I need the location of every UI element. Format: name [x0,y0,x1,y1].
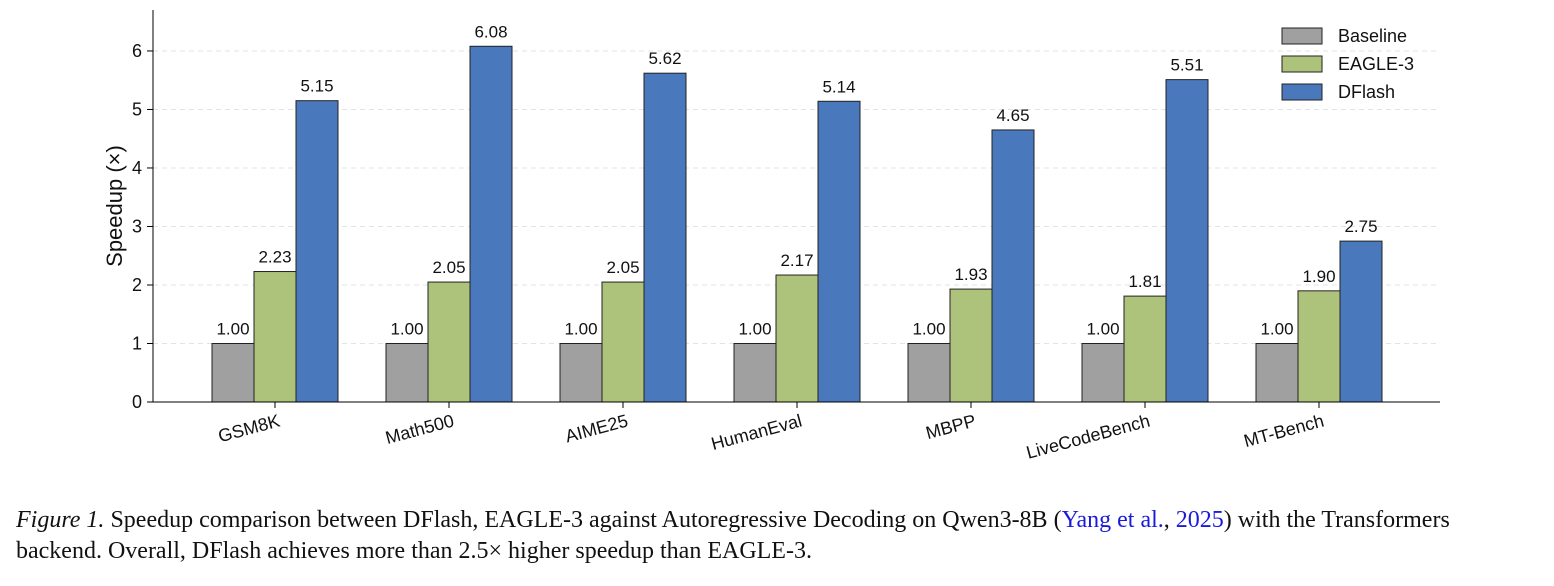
bar [211,342,255,403]
chart: Speedup (×) 0 1 2 3 4 5 6 1.00 1.00 1.00 1.00 1.00 1… [102,10,1440,463]
value-label: 1.90 [1302,267,1335,286]
caption: Figure 1. Speedup comparison between DFl… [16,505,1541,567]
value-label: 2.17 [780,251,813,270]
bar [1081,342,1125,403]
legend-label: DFlash [1338,82,1395,102]
bar [991,129,1035,403]
bar [469,45,513,403]
value-label: 5.14 [822,77,855,96]
y-axis-title: Speedup (×) [102,145,127,267]
bar [1255,342,1299,403]
bar [1165,79,1209,403]
bar [817,100,861,403]
value-label: 2.05 [606,258,639,277]
bar [295,100,339,403]
bar [775,274,819,403]
legend-label: Baseline [1338,26,1407,46]
bar [427,281,471,403]
y-tick-label: 0 [132,392,142,412]
value-label: 1.00 [216,319,249,338]
bar [733,342,777,403]
bar [1339,240,1383,403]
caption-text: ) with the Transformers backend. Overall… [16,507,1450,564]
caption-text: , [1163,507,1176,533]
x-tick-label: MBPP [924,411,978,444]
value-label: 1.00 [1086,319,1119,338]
x-tick-label: MT-Bench [1242,411,1326,452]
bar [907,342,951,403]
value-label: 2.23 [258,248,291,267]
y-tick-label: 2 [132,275,142,295]
y-tick-label: 4 [132,158,142,178]
value-label: 1.00 [1260,319,1293,338]
y-tick-label: 6 [132,41,142,61]
value-label: 2.05 [432,258,465,277]
value-label: 6.08 [474,22,507,41]
bar [1123,295,1167,403]
citation-link[interactable]: Yang et al. [1061,507,1164,533]
bar [643,72,687,403]
bar [559,342,603,403]
bar [601,281,645,403]
bar [253,271,297,403]
value-label: 1.00 [390,319,423,338]
value-label: 5.15 [300,77,333,96]
bar [1297,290,1341,403]
legend-label: EAGLE-3 [1338,54,1414,74]
legend-swatch [1281,55,1323,73]
caption-text: Speedup comparison between DFlash, EAGLE… [104,507,1062,533]
citation-link[interactable]: 2025 [1175,507,1224,533]
value-label: 1.93 [954,265,987,284]
bar [949,288,993,403]
x-tick-label: HumanEval [709,411,804,454]
legend-swatch [1281,27,1323,45]
y-tick-label: 5 [132,99,142,119]
legend-swatch [1281,83,1323,101]
y-tick-label: 3 [132,216,142,236]
value-label: 1.00 [912,319,945,338]
bar [385,342,429,403]
value-label: 4.65 [996,106,1029,125]
x-tick-label: Math500 [383,411,456,448]
value-label: 1.81 [1128,272,1161,291]
x-tick-label: AIME25 [563,411,630,447]
value-label: 5.62 [648,49,681,68]
caption-label: Figure 1. [16,507,105,533]
value-label: 2.75 [1344,217,1377,236]
value-label: 1.00 [564,319,597,338]
value-label: 5.51 [1170,56,1203,75]
value-label: 1.00 [738,319,771,338]
x-tick-label: GSM8K [216,411,282,447]
y-tick-label: 1 [132,333,142,353]
x-tick-label: LiveCodeBench [1024,411,1152,463]
